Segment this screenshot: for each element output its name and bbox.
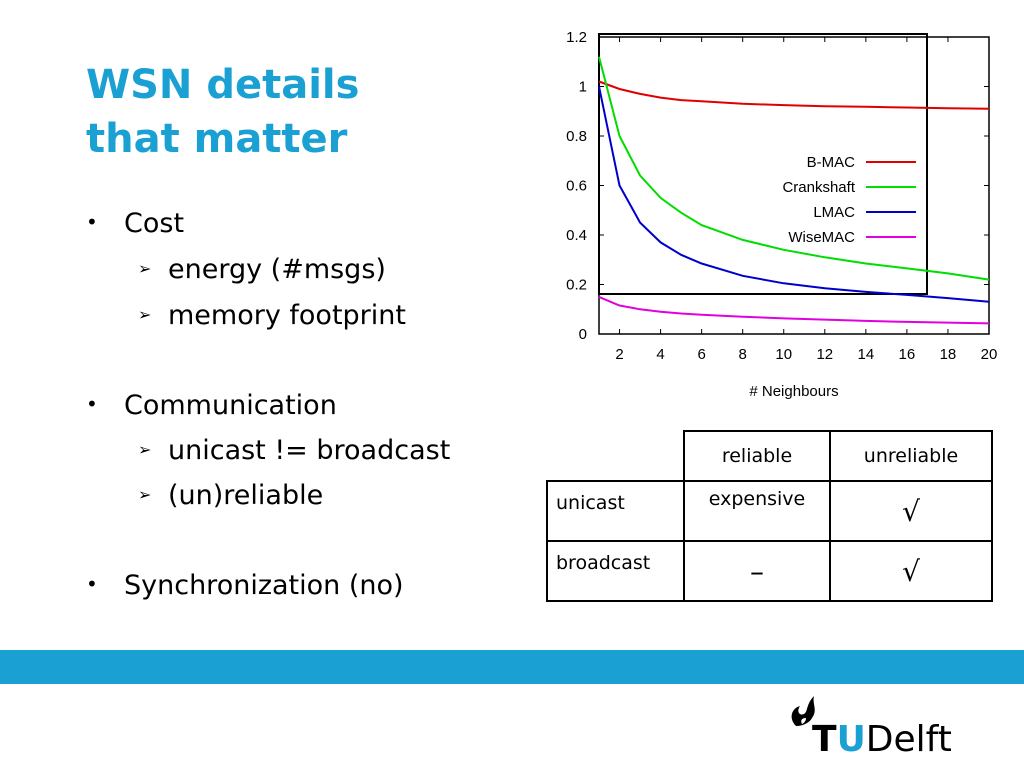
sub-bullet-label: unicast != broadcast <box>168 435 451 466</box>
bullet-label: Cost <box>124 208 185 239</box>
arrow-icon: ➢ <box>138 305 152 324</box>
logo-wordmark: TUDelft <box>812 720 952 760</box>
y-tick-label: 0 <box>579 326 587 343</box>
sub-bullet-item: ➢ (un)reliable <box>138 480 323 511</box>
x-tick-label: 18 <box>940 346 957 363</box>
row-header-unicast: unicast <box>546 480 685 542</box>
title-line-1: WSN details <box>86 62 360 108</box>
arrow-icon: ➢ <box>138 440 152 459</box>
x-tick-label: 2 <box>615 346 623 363</box>
logo-word-delft: Delft <box>865 719 952 760</box>
x-tick-label: 12 <box>816 346 833 363</box>
legend-box <box>598 33 928 295</box>
bullet-label: Communication <box>124 390 337 421</box>
table-row: unicast expensive √ <box>546 480 993 542</box>
x-tick-label: 8 <box>739 346 747 363</box>
sub-bullet-item: ➢ energy (#msgs) <box>138 254 386 285</box>
x-axis-label: # Neighbours <box>749 383 838 400</box>
row-header-broadcast: broadcast <box>546 540 685 602</box>
sub-bullet-item: ➢ unicast != broadcast <box>138 435 450 466</box>
logo-letter-u: U <box>836 719 866 760</box>
x-tick-label: 20 <box>981 346 998 363</box>
legend-label: WiseMAC <box>788 229 855 246</box>
flame-icon <box>791 696 815 726</box>
series-line-crankshaft <box>598 56 990 281</box>
check-cell: √ <box>829 540 993 602</box>
title-line-2: that matter <box>86 116 348 162</box>
logo-letter-t: T <box>812 719 837 760</box>
series-line-b-mac <box>598 80 990 110</box>
arrow-icon: ➢ <box>138 259 152 278</box>
x-tick-label: 14 <box>857 346 874 363</box>
bullet-icon: • <box>86 210 98 234</box>
y-tick-label: 0.4 <box>566 227 587 244</box>
table-header-row: reliable unreliable <box>547 430 993 482</box>
column-header-unreliable: unreliable <box>829 430 993 482</box>
x-tick-label: 4 <box>656 346 664 363</box>
legend-label: B-MAC <box>807 154 856 171</box>
bullet-icon: • <box>86 392 98 416</box>
bullet-item: • Communication <box>86 390 337 421</box>
y-tick-label: 0.8 <box>566 128 587 145</box>
table-cell: – <box>683 540 831 602</box>
sub-bullet-item: ➢ memory footprint <box>138 300 406 331</box>
bullet-item: • Synchronization (no) <box>86 570 404 601</box>
y-tick-label: 0.6 <box>566 178 587 195</box>
bullet-item: • Cost <box>86 208 184 239</box>
neighbours-line-chart: 2 4 6 8 10 12 14 16 18 20 0 0.2 0.4 0.6 0.8 1 1.2 B-MAC… <box>566 29 998 400</box>
x-tick-label: 16 <box>899 346 916 363</box>
x-tick-label: 10 <box>775 346 792 363</box>
y-tick-label: 0.2 <box>566 277 587 294</box>
bullet-icon: • <box>86 572 98 596</box>
bullet-label: Synchronization (no) <box>124 570 404 601</box>
series-line-wisemac <box>598 295 990 325</box>
y-tick-label: 1 <box>579 79 587 96</box>
legend-label: Crankshaft <box>782 179 855 196</box>
slide-title: WSN details that matter <box>86 58 359 166</box>
table-cell: expensive <box>683 480 831 542</box>
cast-reliability-table: reliable unreliable unicast expensive √ … <box>546 430 993 602</box>
sub-bullet-label: memory footprint <box>168 300 406 331</box>
y-tick-label: 1.2 <box>566 29 587 46</box>
sub-bullet-label: energy (#msgs) <box>168 254 386 285</box>
check-cell: √ <box>829 480 993 542</box>
series-line-lmac <box>598 86 990 303</box>
sub-bullet-label: (un)reliable <box>168 480 324 511</box>
table-row: broadcast – √ <box>546 540 993 602</box>
x-tick-label: 6 <box>697 346 705 363</box>
footer-band <box>0 650 1024 684</box>
legend-label: LMAC <box>813 204 855 221</box>
arrow-icon: ➢ <box>138 485 152 504</box>
table-corner-cell <box>547 431 685 482</box>
tudelft-logo: TUDelft <box>782 690 952 760</box>
column-header-reliable: reliable <box>683 430 831 482</box>
